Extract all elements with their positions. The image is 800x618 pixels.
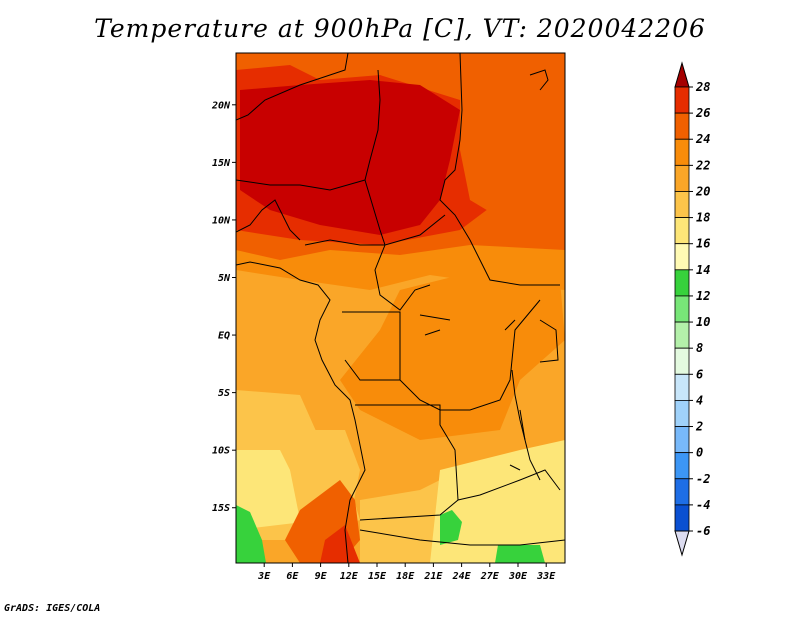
border-e (304, 214, 446, 246)
temperature-field (236, 53, 565, 563)
colorbar-top-cap (674, 61, 690, 88)
colorbar-label: 10 (696, 315, 710, 329)
lon-tick-label: 30E (508, 571, 528, 582)
lon-tick-label: 6E (286, 571, 299, 582)
colorbar-bin (674, 243, 690, 271)
coastline (236, 261, 366, 563)
colorbar-bin (674, 373, 690, 401)
colorbar-label: 8 (696, 341, 703, 355)
lon-tick-label: 21E (423, 571, 443, 582)
colorbar-label: 22 (695, 158, 710, 172)
lat-tick-label: EQ (218, 331, 230, 342)
colorbar-label: -6 (696, 524, 710, 538)
colorbar-label: 2 (695, 420, 703, 434)
colorbar-bin (674, 452, 690, 480)
border-b (364, 69, 386, 246)
border-m (236, 199, 301, 241)
colorbar-bin (674, 269, 690, 297)
colorbar-label: 0 (696, 446, 703, 460)
lat-tick-label: 15N (212, 158, 231, 169)
colorbar-label: -2 (696, 472, 710, 486)
borders (236, 53, 565, 563)
colorbar-bin (674, 164, 690, 192)
colorbar-bin (674, 217, 690, 245)
border-n (529, 69, 549, 91)
field-green-se (495, 545, 545, 563)
lon-tick-label: 33E (536, 571, 556, 582)
border-i (355, 404, 459, 521)
lat-tick-label: 10S (212, 446, 230, 457)
lat-tick-label: 5S (218, 388, 230, 399)
border-c (439, 53, 560, 286)
border-k (359, 529, 565, 546)
field-east-24 (460, 90, 565, 230)
longitude-axis: 3E 6E 9E 12E 15E 18E 21E 24E 27E 30E 33E (257, 563, 556, 582)
lon-tick-label: 9E (315, 571, 328, 582)
map-frame (235, 52, 566, 564)
colorbar-bin (674, 426, 690, 454)
colorbar-bin (674, 400, 690, 427)
field-north-28 (240, 80, 460, 235)
lake-victoria (539, 319, 559, 363)
border-a (236, 53, 349, 121)
lat-tick-label: 10N (212, 215, 231, 226)
lat-tick-label: 20N (211, 100, 231, 111)
chart-title: Temperature at 900hPa [C], VT: 202004220… (94, 14, 706, 43)
lon-tick-label: 12E (340, 571, 359, 582)
lat-tick-label: 15S (212, 503, 230, 514)
border-d (236, 179, 366, 191)
lon-tick-label: 27E (480, 571, 500, 582)
colorbar-bin (674, 112, 690, 140)
colorbar-label: -4 (696, 498, 710, 512)
colorbar-bin (674, 321, 690, 349)
border-f (374, 244, 431, 311)
colorbar-label: 20 (695, 184, 710, 198)
lon-tick-label: 18E (396, 571, 415, 582)
colorbar-bin (674, 138, 690, 166)
field-sw-26 (320, 525, 360, 563)
colorbar-bottom-cap (674, 530, 690, 557)
latitude-axis: 20N 15N 10N 5N EQ 5S 10S 15S (211, 100, 236, 514)
colorbar-bin (674, 347, 690, 375)
border-h (399, 299, 541, 411)
colorbar-label: 16 (696, 237, 710, 251)
colorbar-bin (674, 191, 690, 218)
colorbar-label: 14 (696, 263, 710, 277)
border-j (457, 469, 561, 501)
colorbar-label: 4 (696, 393, 703, 407)
colorbar-label: 24 (695, 132, 710, 146)
colorbar-bin (674, 504, 690, 532)
lon-tick-label: 3E (257, 571, 271, 582)
footer-credit: GrADS: IGES/COLA (4, 603, 101, 614)
field-green-s (440, 510, 462, 545)
colorbar-label: 26 (695, 106, 710, 120)
colorbar-label: 28 (695, 80, 710, 94)
lat-tick-label: 5N (218, 273, 231, 284)
lon-tick-label: 24E (452, 571, 472, 582)
rift-lakes (509, 369, 526, 471)
colorbar-label: 6 (696, 367, 703, 381)
colorbar-bin (674, 295, 690, 323)
border-l (519, 409, 541, 481)
colorbar-label: 18 (696, 211, 710, 225)
colorbar-bin (674, 86, 690, 114)
field-green-sw (236, 505, 266, 563)
lakes (419, 314, 516, 336)
colorbar-label: 12 (696, 289, 710, 303)
field-se-18 (430, 440, 565, 563)
lon-tick-label: 15E (368, 571, 387, 582)
colorbar-bin (674, 478, 690, 506)
